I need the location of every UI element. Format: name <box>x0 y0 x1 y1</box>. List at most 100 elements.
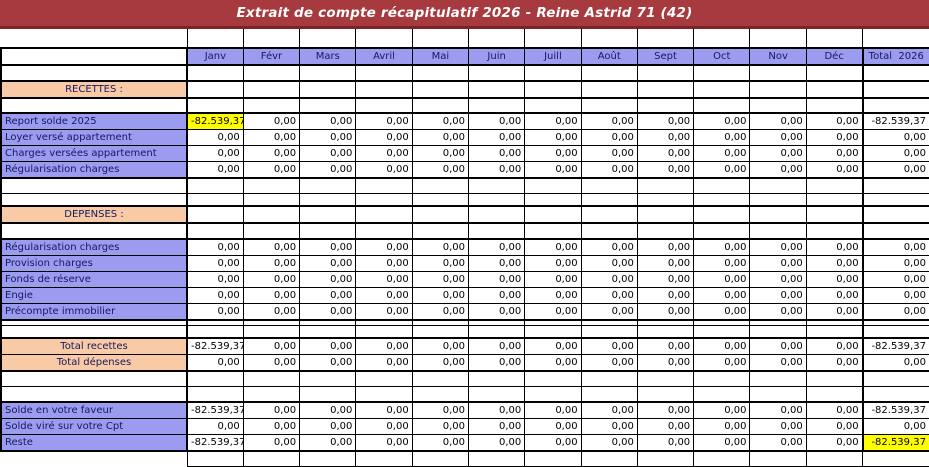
total-cell[interactable]: -82.539,37 <box>861 400 929 419</box>
value-cell[interactable] <box>749 177 807 194</box>
total-cell[interactable]: 0,00 <box>861 353 929 372</box>
spacer-cell[interactable] <box>693 29 751 48</box>
value-cell[interactable]: 0,00 <box>299 270 357 288</box>
value-cell[interactable] <box>186 324 244 338</box>
value-cell[interactable]: 0,00 <box>186 129 244 146</box>
row-label-cell[interactable]: Reste <box>0 433 188 452</box>
value-cell[interactable]: 0,00 <box>636 161 695 179</box>
value-cell[interactable] <box>355 324 413 338</box>
value-cell[interactable] <box>636 385 695 402</box>
value-cell[interactable] <box>580 193 638 207</box>
spacer-cell[interactable] <box>467 29 526 48</box>
value-cell[interactable]: 0,00 <box>355 336 413 355</box>
spacer-cell[interactable] <box>411 29 469 48</box>
value-cell[interactable] <box>299 205 357 224</box>
total-cell[interactable]: -82.539,37 <box>861 433 929 452</box>
value-cell[interactable] <box>467 79 526 99</box>
value-cell[interactable]: 0,00 <box>242 417 301 435</box>
value-cell[interactable]: 0,00 <box>524 302 582 321</box>
value-cell[interactable]: 0,00 <box>299 254 357 272</box>
month-header-cell[interactable]: Juin <box>467 47 526 66</box>
value-cell[interactable]: 0,00 <box>242 433 301 452</box>
value-cell[interactable] <box>636 205 695 224</box>
value-cell[interactable] <box>805 79 864 99</box>
row-label-cell[interactable]: Charges versées appartement <box>0 145 188 162</box>
value-cell[interactable]: 0,00 <box>580 400 638 419</box>
value-cell[interactable]: 0,00 <box>242 400 301 419</box>
value-cell[interactable]: -82.539,37 <box>186 336 244 355</box>
total-cell[interactable]: 0,00 <box>861 237 929 256</box>
value-cell[interactable] <box>186 97 244 114</box>
row-label-cell[interactable] <box>0 324 188 338</box>
value-cell[interactable]: 0,00 <box>299 433 357 452</box>
value-cell[interactable]: 0,00 <box>524 237 582 256</box>
month-header-cell[interactable]: Févr <box>242 47 301 66</box>
spacer-cell[interactable] <box>524 29 582 48</box>
value-cell[interactable]: 0,00 <box>524 161 582 179</box>
total-cell[interactable] <box>861 385 929 402</box>
value-cell[interactable]: 0,00 <box>636 237 695 256</box>
total-cell[interactable] <box>861 205 929 224</box>
value-cell[interactable] <box>693 97 751 114</box>
value-cell[interactable]: 0,00 <box>749 112 807 130</box>
value-cell[interactable]: 0,00 <box>467 286 526 304</box>
spacer-cell[interactable] <box>749 29 807 48</box>
value-cell[interactable]: 0,00 <box>693 353 751 372</box>
header-spacer-cell[interactable] <box>0 47 188 66</box>
value-cell[interactable]: 0,00 <box>805 353 864 372</box>
value-cell[interactable] <box>749 97 807 114</box>
value-cell[interactable]: 0,00 <box>467 145 526 162</box>
value-cell[interactable]: 0,00 <box>467 400 526 419</box>
value-cell[interactable]: 0,00 <box>411 112 469 130</box>
value-cell[interactable]: 0,00 <box>186 286 244 304</box>
value-cell[interactable] <box>693 79 751 99</box>
spacer-cell[interactable] <box>186 29 244 48</box>
value-cell[interactable] <box>355 193 413 207</box>
value-cell[interactable] <box>805 64 864 81</box>
value-cell[interactable] <box>749 64 807 81</box>
value-cell[interactable]: 0,00 <box>805 286 864 304</box>
value-cell[interactable]: 0,00 <box>749 433 807 452</box>
value-cell[interactable]: 0,00 <box>580 129 638 146</box>
value-cell[interactable]: 0,00 <box>805 145 864 162</box>
value-cell[interactable] <box>411 385 469 402</box>
value-cell[interactable]: 0,00 <box>299 302 357 321</box>
value-cell[interactable]: 0,00 <box>355 433 413 452</box>
value-cell[interactable] <box>524 64 582 81</box>
value-cell[interactable]: 0,00 <box>636 302 695 321</box>
value-cell[interactable] <box>636 193 695 207</box>
value-cell[interactable]: 0,00 <box>467 129 526 146</box>
value-cell[interactable] <box>749 385 807 402</box>
value-cell[interactable] <box>299 370 357 387</box>
value-cell[interactable]: 0,00 <box>411 270 469 288</box>
total-cell[interactable] <box>861 177 929 194</box>
value-cell[interactable]: 0,00 <box>524 353 582 372</box>
value-cell[interactable]: 0,00 <box>411 237 469 256</box>
value-cell[interactable]: 0,00 <box>693 112 751 130</box>
row-label-cell[interactable]: Précompte immobilier <box>0 302 188 321</box>
value-cell[interactable] <box>242 205 301 224</box>
total-cell[interactable]: 0,00 <box>861 302 929 321</box>
value-cell[interactable]: 0,00 <box>580 417 638 435</box>
value-cell[interactable]: 0,00 <box>749 417 807 435</box>
value-cell[interactable]: 0,00 <box>355 112 413 130</box>
value-cell[interactable] <box>805 222 864 239</box>
value-cell[interactable] <box>186 193 244 207</box>
total-cell[interactable]: 0,00 <box>861 161 929 179</box>
value-cell[interactable] <box>693 385 751 402</box>
value-cell[interactable] <box>355 370 413 387</box>
value-cell[interactable]: 0,00 <box>242 129 301 146</box>
value-cell[interactable]: 0,00 <box>467 302 526 321</box>
value-cell[interactable]: 0,00 <box>749 129 807 146</box>
value-cell[interactable]: 0,00 <box>636 286 695 304</box>
value-cell[interactable]: 0,00 <box>411 353 469 372</box>
value-cell[interactable]: 0,00 <box>693 286 751 304</box>
row-label-cell[interactable] <box>0 385 188 402</box>
value-cell[interactable]: 0,00 <box>636 433 695 452</box>
total-cell[interactable]: 0,00 <box>861 254 929 272</box>
value-cell[interactable] <box>355 205 413 224</box>
value-cell[interactable]: 0,00 <box>805 112 864 130</box>
value-cell[interactable] <box>524 79 582 99</box>
value-cell[interactable] <box>805 385 864 402</box>
value-cell[interactable]: 0,00 <box>467 433 526 452</box>
